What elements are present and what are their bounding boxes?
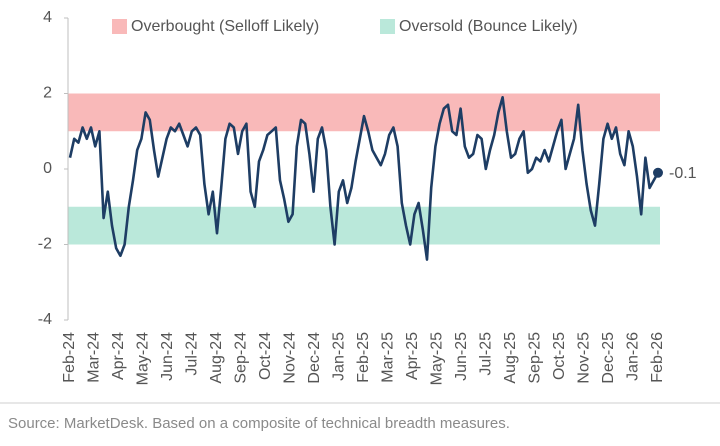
x-tick-label: Dec-25 — [600, 332, 617, 384]
zone-band — [68, 206, 660, 245]
y-tick-label: 2 — [43, 85, 52, 102]
x-tick-label: Aug-24 — [208, 332, 225, 384]
y-tick-label: 0 — [43, 160, 52, 177]
legend-label: Oversold (Bounce Likely) — [399, 18, 578, 35]
source-note: Source: MarketDesk. Based on a composite… — [8, 415, 510, 432]
x-tick-label: Feb-24 — [61, 332, 78, 383]
x-tick-label: Aug-25 — [502, 332, 519, 384]
x-tick-label: Mar-25 — [380, 332, 397, 383]
x-tick-label: Jun-25 — [453, 332, 470, 381]
x-tick-label: Oct-25 — [551, 332, 568, 380]
zone-band — [68, 93, 660, 132]
legend-label: Overbought (Selloff Likely) — [131, 18, 319, 35]
x-tick-label: Jan-25 — [331, 332, 348, 381]
x-tick-label: Dec-24 — [306, 332, 323, 384]
x-tick-label: Jul-25 — [478, 332, 495, 376]
x-tick-label: Nov-25 — [576, 332, 593, 384]
series-line — [68, 96, 660, 261]
x-tick-label: Jun-24 — [159, 332, 176, 381]
x-tick-label: Apr-24 — [110, 332, 127, 380]
x-tick-label: Jul-24 — [184, 332, 201, 376]
end-marker — [653, 167, 663, 178]
x-tick-label: Feb-26 — [649, 332, 666, 383]
x-tick-label: Feb-25 — [355, 332, 372, 383]
x-tick-label: Sep-25 — [527, 332, 544, 384]
y-tick-label: -2 — [38, 236, 52, 253]
y-tick-label: 4 — [43, 9, 52, 26]
end-value-label: -0.1 — [669, 165, 697, 182]
x-tick-label: Apr-25 — [404, 332, 421, 380]
x-tick-label: May-24 — [135, 332, 152, 385]
legend-swatch — [380, 19, 395, 34]
legend-swatch — [112, 19, 127, 34]
x-tick-label: Jan-26 — [625, 332, 642, 381]
y-tick-label: -4 — [38, 311, 52, 328]
x-tick-label: Mar-24 — [86, 332, 103, 383]
x-tick-label: Nov-24 — [282, 332, 299, 384]
x-tick-label: Oct-24 — [257, 332, 274, 380]
x-tick-label: May-25 — [429, 332, 446, 385]
x-tick-label: Sep-24 — [233, 332, 250, 384]
